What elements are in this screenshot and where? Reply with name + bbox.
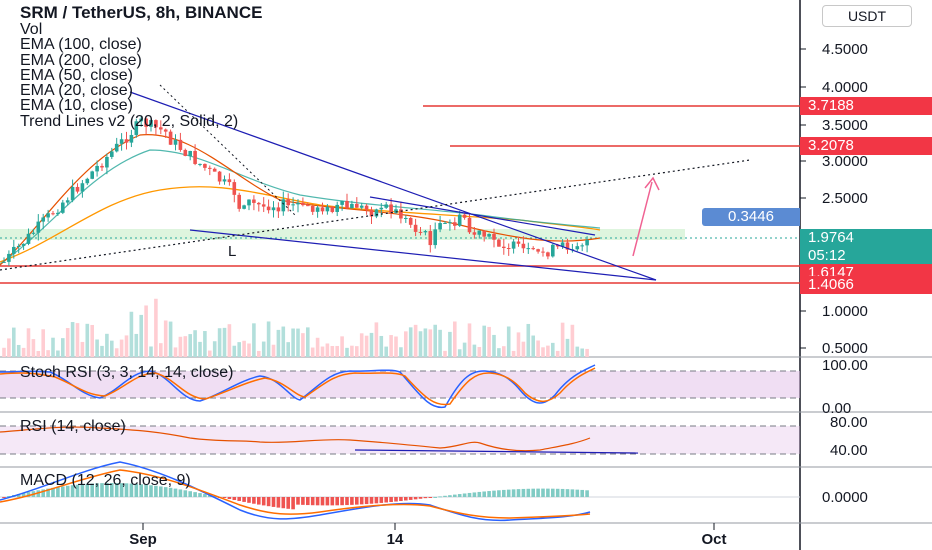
arrow-head-icon	[644, 176, 660, 191]
legend-trend-lines[interactable]: Trend Lines v2 (20, 2, Solid, 2)	[20, 112, 239, 130]
price-tick: 4.0000	[822, 79, 868, 96]
projection-arrow	[632, 181, 653, 257]
measure-label[interactable]: 0.3446	[702, 208, 800, 226]
price-tick: 3.0000	[822, 153, 868, 170]
last-price-label[interactable]: 1.9764	[800, 229, 932, 247]
price-tick: 4.5000	[822, 41, 868, 58]
stoch-tick-0: 0.00	[822, 400, 851, 417]
stoch-tick-100: 100.00	[822, 357, 868, 374]
price-tick: 3.5000	[822, 117, 868, 134]
legend-ema-200[interactable]: EMA (200, close)	[20, 51, 142, 69]
price-label-level-1[interactable]: 3.7188	[800, 97, 932, 115]
price-label-level-4[interactable]: 1.4066	[800, 276, 932, 294]
price-tick: 0.5000	[822, 340, 868, 357]
legend-ema-10[interactable]: EMA (10, close)	[20, 97, 133, 115]
legend-ema-100[interactable]: EMA (100, close)	[20, 36, 142, 54]
macd-title[interactable]: MACD (12, 26, close, 9)	[20, 472, 191, 489]
legend-vol[interactable]: Vol	[20, 21, 43, 38]
time-label-sep: Sep	[129, 531, 157, 548]
bar-countdown: 05:12	[800, 247, 932, 265]
symbol-title[interactable]: SRM / TetherUS, 8h, BINANCE	[20, 3, 263, 22]
rsi-tick-40: 40.00	[830, 442, 868, 459]
low-marker: L	[228, 243, 236, 260]
time-label-14: 14	[387, 531, 404, 548]
price-tick: 2.5000	[822, 190, 868, 207]
legend-ema-20[interactable]: EMA (20, close)	[20, 82, 133, 100]
currency-badge[interactable]: USDT	[822, 5, 912, 27]
rsi-tick-80: 80.00	[830, 414, 868, 431]
macd-tick-0: 0.0000	[822, 489, 868, 506]
price-label-level-2[interactable]: 3.2078	[800, 137, 932, 155]
legend-ema-50[interactable]: EMA (50, close)	[20, 66, 133, 84]
chart-legend: SRM / TetherUS, 8h, BINANCE Vol EMA (100…	[20, 3, 263, 130]
price-tick: 1.0000	[822, 303, 868, 320]
time-label-oct: Oct	[701, 531, 726, 548]
rsi-title[interactable]: RSI (14, close)	[20, 418, 126, 435]
stoch-rsi-title[interactable]: Stoch RSI (3, 3, 14, 14, close)	[20, 364, 234, 381]
